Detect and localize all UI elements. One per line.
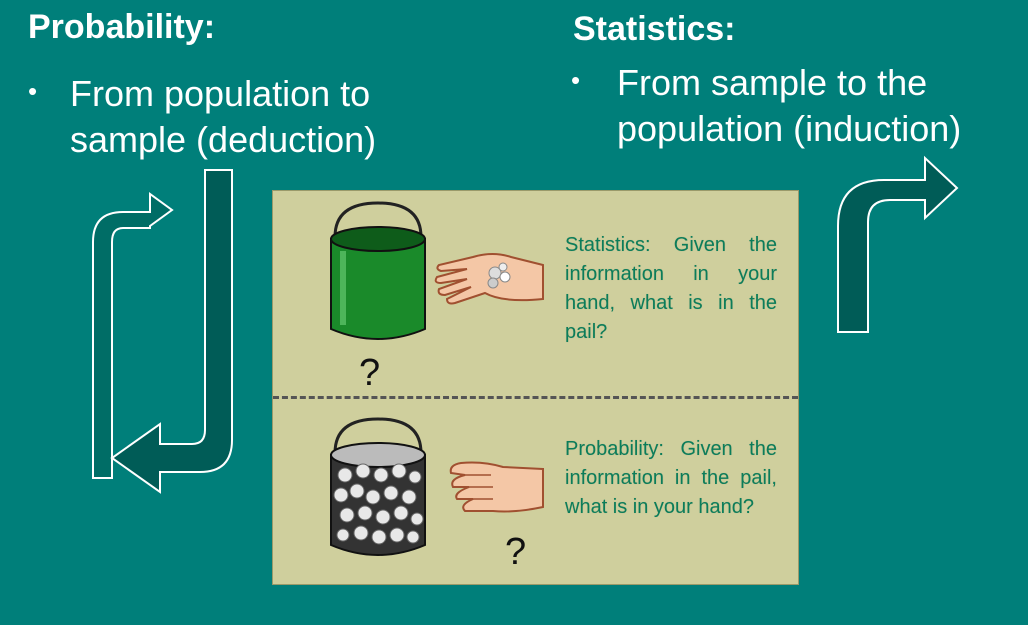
statistics-heading: Statistics:	[573, 10, 736, 48]
probability-heading: Probability:	[28, 8, 216, 46]
probability-description: Probability: Given the information in th…	[565, 438, 777, 518]
pail-illustration-panel: Statistics: Given the information in you…	[272, 190, 799, 585]
induction-arrow	[837, 155, 959, 333]
question-mark: ?	[505, 531, 527, 573]
dashed-divider	[273, 396, 798, 399]
open-hand-icon	[434, 253, 544, 305]
green-pail-icon	[330, 201, 426, 340]
probability-bullet: From population to sample (deduction)	[70, 73, 377, 160]
bullet-dot: •	[28, 76, 38, 106]
question-mark: ?	[359, 352, 381, 394]
statistics-bullet: From sample to the population (induction…	[617, 62, 962, 149]
up-right-arrow	[92, 192, 174, 479]
closed-hand-icon	[449, 461, 544, 513]
marble-pail-icon	[330, 417, 426, 556]
bullet-dot: •	[571, 65, 581, 95]
statistics-description: Statistics: Given the information in you…	[565, 234, 777, 343]
down-left-arrow	[110, 169, 233, 494]
